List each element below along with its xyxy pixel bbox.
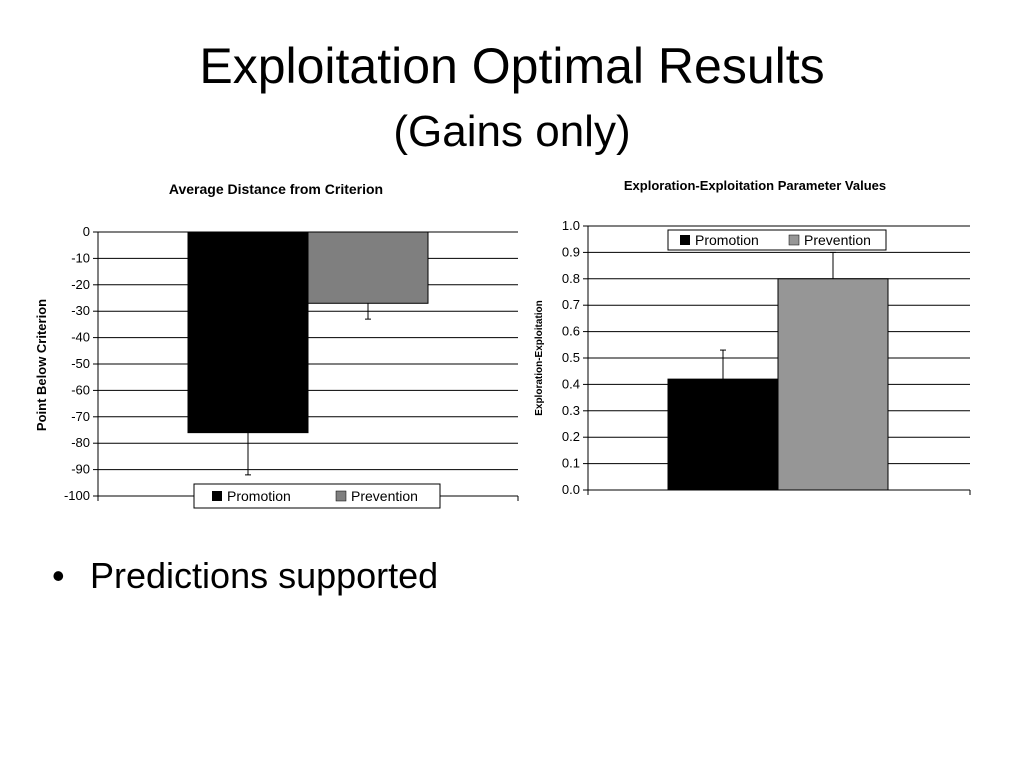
legend-label-prevention: Prevention — [804, 232, 871, 248]
y-tick-label: 0.9 — [562, 244, 580, 259]
chart-title: Exploration-Exploitation Parameter Value… — [624, 178, 886, 193]
y-tick-label: -90 — [71, 462, 90, 477]
legend-swatch-prevention — [335, 490, 347, 502]
y-axis-label: Point Below Criterion — [34, 299, 49, 431]
y-tick-label: -50 — [71, 356, 90, 371]
y-tick-label: 0.7 — [562, 297, 580, 312]
average-distance-chart: Average Distance from Criterion Point Be… — [34, 181, 519, 509]
bar-promotion — [667, 378, 779, 491]
bar-promotion — [187, 231, 309, 434]
y-tick-label: -40 — [71, 330, 90, 345]
y-tick-label: 0.0 — [562, 482, 580, 497]
y-axis-label: Exploration-Exploitation — [534, 300, 545, 416]
bullet-text: Predictions supported — [90, 555, 439, 596]
y-tick-label: 0.1 — [562, 456, 580, 471]
y-tick-label: 0.5 — [562, 350, 580, 365]
y-tick-label: 0.3 — [562, 403, 580, 418]
bullet-list: • Predictions supported — [52, 552, 438, 600]
y-tick-label: -20 — [71, 277, 90, 292]
y-tick-label: 0.2 — [562, 429, 580, 444]
bullet-item: • Predictions supported — [52, 552, 438, 600]
bullet-dot: • — [52, 555, 65, 596]
exploration-exploitation-chart: Exploration-Exploitation Parameter Value… — [534, 178, 971, 497]
y-tick-label: 0.6 — [562, 324, 580, 339]
legend-swatch-promotion — [212, 491, 222, 501]
legend-box — [667, 229, 887, 251]
slide-subtitle: (Gains only) — [393, 107, 631, 156]
y-tick-label: -10 — [71, 250, 90, 265]
y-tick-label: 0.8 — [562, 271, 580, 286]
legend-swatch-prevention — [788, 234, 800, 246]
y-tick-label: 0 — [83, 224, 90, 239]
y-tick-label: -60 — [71, 382, 90, 397]
y-tick-label: 0.4 — [562, 376, 580, 391]
chart-title: Average Distance from Criterion — [169, 181, 383, 197]
legend-label-prevention: Prevention — [351, 488, 418, 504]
bar-prevention — [777, 278, 889, 491]
legend-box — [193, 483, 441, 509]
y-tick-label: -30 — [71, 303, 90, 318]
bar-prevention — [307, 231, 429, 304]
slide-title: Exploitation Optimal Results — [199, 38, 825, 94]
legend-label-promotion: Promotion — [227, 488, 291, 504]
y-tick-label: -70 — [71, 409, 90, 424]
y-tick-label: 1.0 — [562, 218, 580, 233]
y-tick-label: -100 — [64, 488, 90, 503]
legend-label-promotion: Promotion — [695, 232, 759, 248]
legend-swatch-promotion — [680, 235, 690, 245]
y-tick-label: -80 — [71, 435, 90, 450]
